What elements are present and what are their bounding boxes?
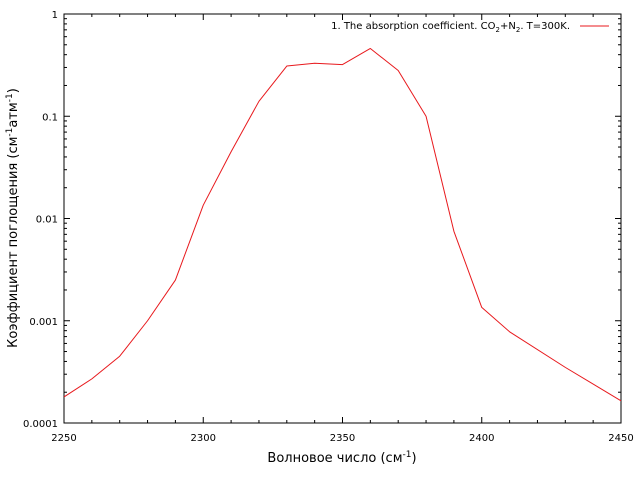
y-tick-label: 0.01	[36, 215, 58, 226]
x-tick-label: 2450	[608, 433, 633, 444]
x-tick-label: 2250	[51, 433, 76, 444]
y-axis-title: Коэффициент поглощения (см-1атм-1)	[5, 88, 21, 348]
y-tick-label: 0.001	[29, 317, 58, 328]
y-tick-label: 1	[52, 10, 58, 21]
series-group	[63, 47, 622, 402]
x-tick-label: 2400	[469, 433, 494, 444]
plot-area	[63, 13, 622, 424]
y-tick-label: 0.1	[42, 112, 58, 123]
y-tick-label: 0.0001	[23, 419, 58, 430]
x-tick-label: 2300	[191, 433, 216, 444]
series-line	[63, 47, 622, 402]
x-tick-label: 2350	[330, 433, 355, 444]
x-axis-title: Волновое число (см-1)	[267, 450, 416, 466]
legend-label: 1. The absorption coefficient. CO2+N2. T…	[331, 21, 570, 34]
tick-group: 2250 2300 2350 2400 2450 1 0.1 0.01 0.001 0.0001	[23, 10, 634, 444]
